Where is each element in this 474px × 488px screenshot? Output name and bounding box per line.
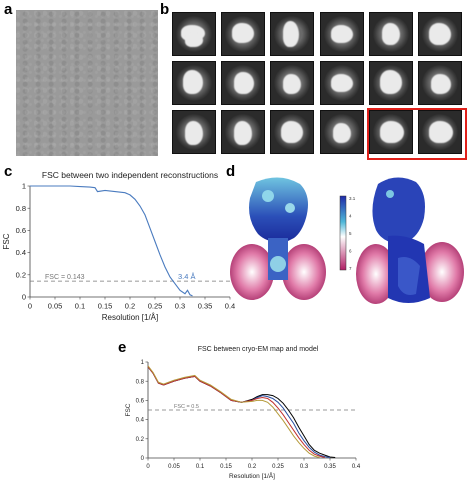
y-tick-label: 0.8 <box>136 379 145 385</box>
x-axis-label: Resolution [1/Å] <box>102 313 158 322</box>
threshold-label: FSC = 0.143 <box>45 274 85 281</box>
class-average-7 <box>172 61 216 106</box>
local-resolution-map-side <box>356 177 464 304</box>
class-average-4 <box>319 12 364 56</box>
x-tick-label: 0.1 <box>196 464 205 470</box>
series-line-4 <box>147 365 320 458</box>
x-tick-label: 0.15 <box>220 464 232 470</box>
panel-letter-d: d <box>226 163 236 180</box>
y-tick-label: 0.8 <box>16 204 26 213</box>
panel-letter-c: c <box>4 163 13 180</box>
class-average-15 <box>270 110 315 155</box>
y-tick-label: 0.4 <box>16 248 26 257</box>
x-tick-label: 0.05 <box>168 464 180 470</box>
y-tick-label: 0.6 <box>16 226 26 235</box>
x-tick-label: 0 <box>146 464 150 470</box>
series-line-3 <box>147 366 325 458</box>
class-average-13 <box>172 110 216 155</box>
x-tick-label: 0.25 <box>148 302 163 311</box>
local-resolution-map-front <box>230 177 326 300</box>
chart-title: FSC between two independent reconstructi… <box>42 170 218 180</box>
y-tick-label: 1 <box>22 182 26 191</box>
x-axis-label: Resolution [1/Å] <box>229 471 275 480</box>
y-tick-label: 0 <box>22 293 26 302</box>
x-tick-label: 0.15 <box>98 302 113 311</box>
fsc-map-model-chart: FSC between cryo-EM map and model 0 0.05 0.… <box>125 346 361 480</box>
class-average-17 <box>368 110 413 155</box>
colorbar-tick-5: 5 <box>349 231 352 236</box>
fsc-half-maps-chart: FSC between two independent reconstructi… <box>2 170 235 322</box>
x-tick-label: 0.05 <box>48 302 63 311</box>
class-average-8 <box>221 61 266 106</box>
y-axis-label: FSC <box>125 403 132 416</box>
class-average-6 <box>418 12 462 56</box>
colorbar-tick-4: 4 <box>349 214 352 219</box>
resolution-annotation: 3.4 Å <box>178 272 196 281</box>
y-tick-label: 0.2 <box>136 437 145 443</box>
class-averages-grid <box>170 10 468 160</box>
x-tick-label: 0.2 <box>125 302 135 311</box>
series-line-1 <box>30 185 193 297</box>
class-average-10 <box>319 61 364 106</box>
y-tick-label: 0.2 <box>16 270 26 279</box>
x-tick-label: 0.2 <box>248 464 257 470</box>
panel-letter-a: a <box>4 1 13 18</box>
colorbar-tick-7: 7 <box>349 266 352 271</box>
class-average-2 <box>221 12 266 56</box>
class-average-11 <box>368 61 413 106</box>
class-average-5 <box>368 12 413 56</box>
y-tick-label: 1 <box>141 360 145 366</box>
colorbar-tick-3-1: 3.1 <box>349 196 356 201</box>
panel-letter-e: e <box>118 339 127 356</box>
y-axis-label: FSC <box>2 233 11 249</box>
threshold-label: FSC = 0.5 <box>174 404 199 410</box>
panel-letter-b: b <box>160 1 170 18</box>
class-average-1 <box>172 12 216 56</box>
class-average-18 <box>418 110 462 155</box>
x-tick-label: 0.3 <box>175 302 185 311</box>
colorbar-tick-6: 6 <box>349 249 352 254</box>
x-tick-label: 0.1 <box>75 302 85 311</box>
x-tick-label: 0.4 <box>225 302 235 311</box>
resolution-colorbar <box>339 195 347 271</box>
class-average-9 <box>270 61 315 106</box>
cryo-em-micrograph <box>16 10 158 156</box>
local-resolution-maps: 3.1 4 5 6 7 <box>230 177 464 304</box>
x-tick-label: 0 <box>28 302 32 311</box>
y-tick-label: 0.6 <box>136 399 145 405</box>
y-tick-label: 0.4 <box>136 418 145 424</box>
y-tick-label: 0 <box>141 456 145 462</box>
class-average-3 <box>270 12 315 56</box>
x-tick-label: 0.35 <box>198 302 213 311</box>
x-tick-label: 0.35 <box>324 464 336 470</box>
x-tick-label: 0.3 <box>300 464 309 470</box>
x-tick-label: 0.4 <box>352 464 361 470</box>
selected-classes-highlight <box>366 108 468 160</box>
class-average-12 <box>418 61 462 106</box>
class-average-16 <box>319 110 364 155</box>
chart-title: FSC between cryo-EM map and model <box>198 346 319 353</box>
class-average-14 <box>221 110 266 155</box>
x-tick-label: 0.25 <box>272 464 284 470</box>
